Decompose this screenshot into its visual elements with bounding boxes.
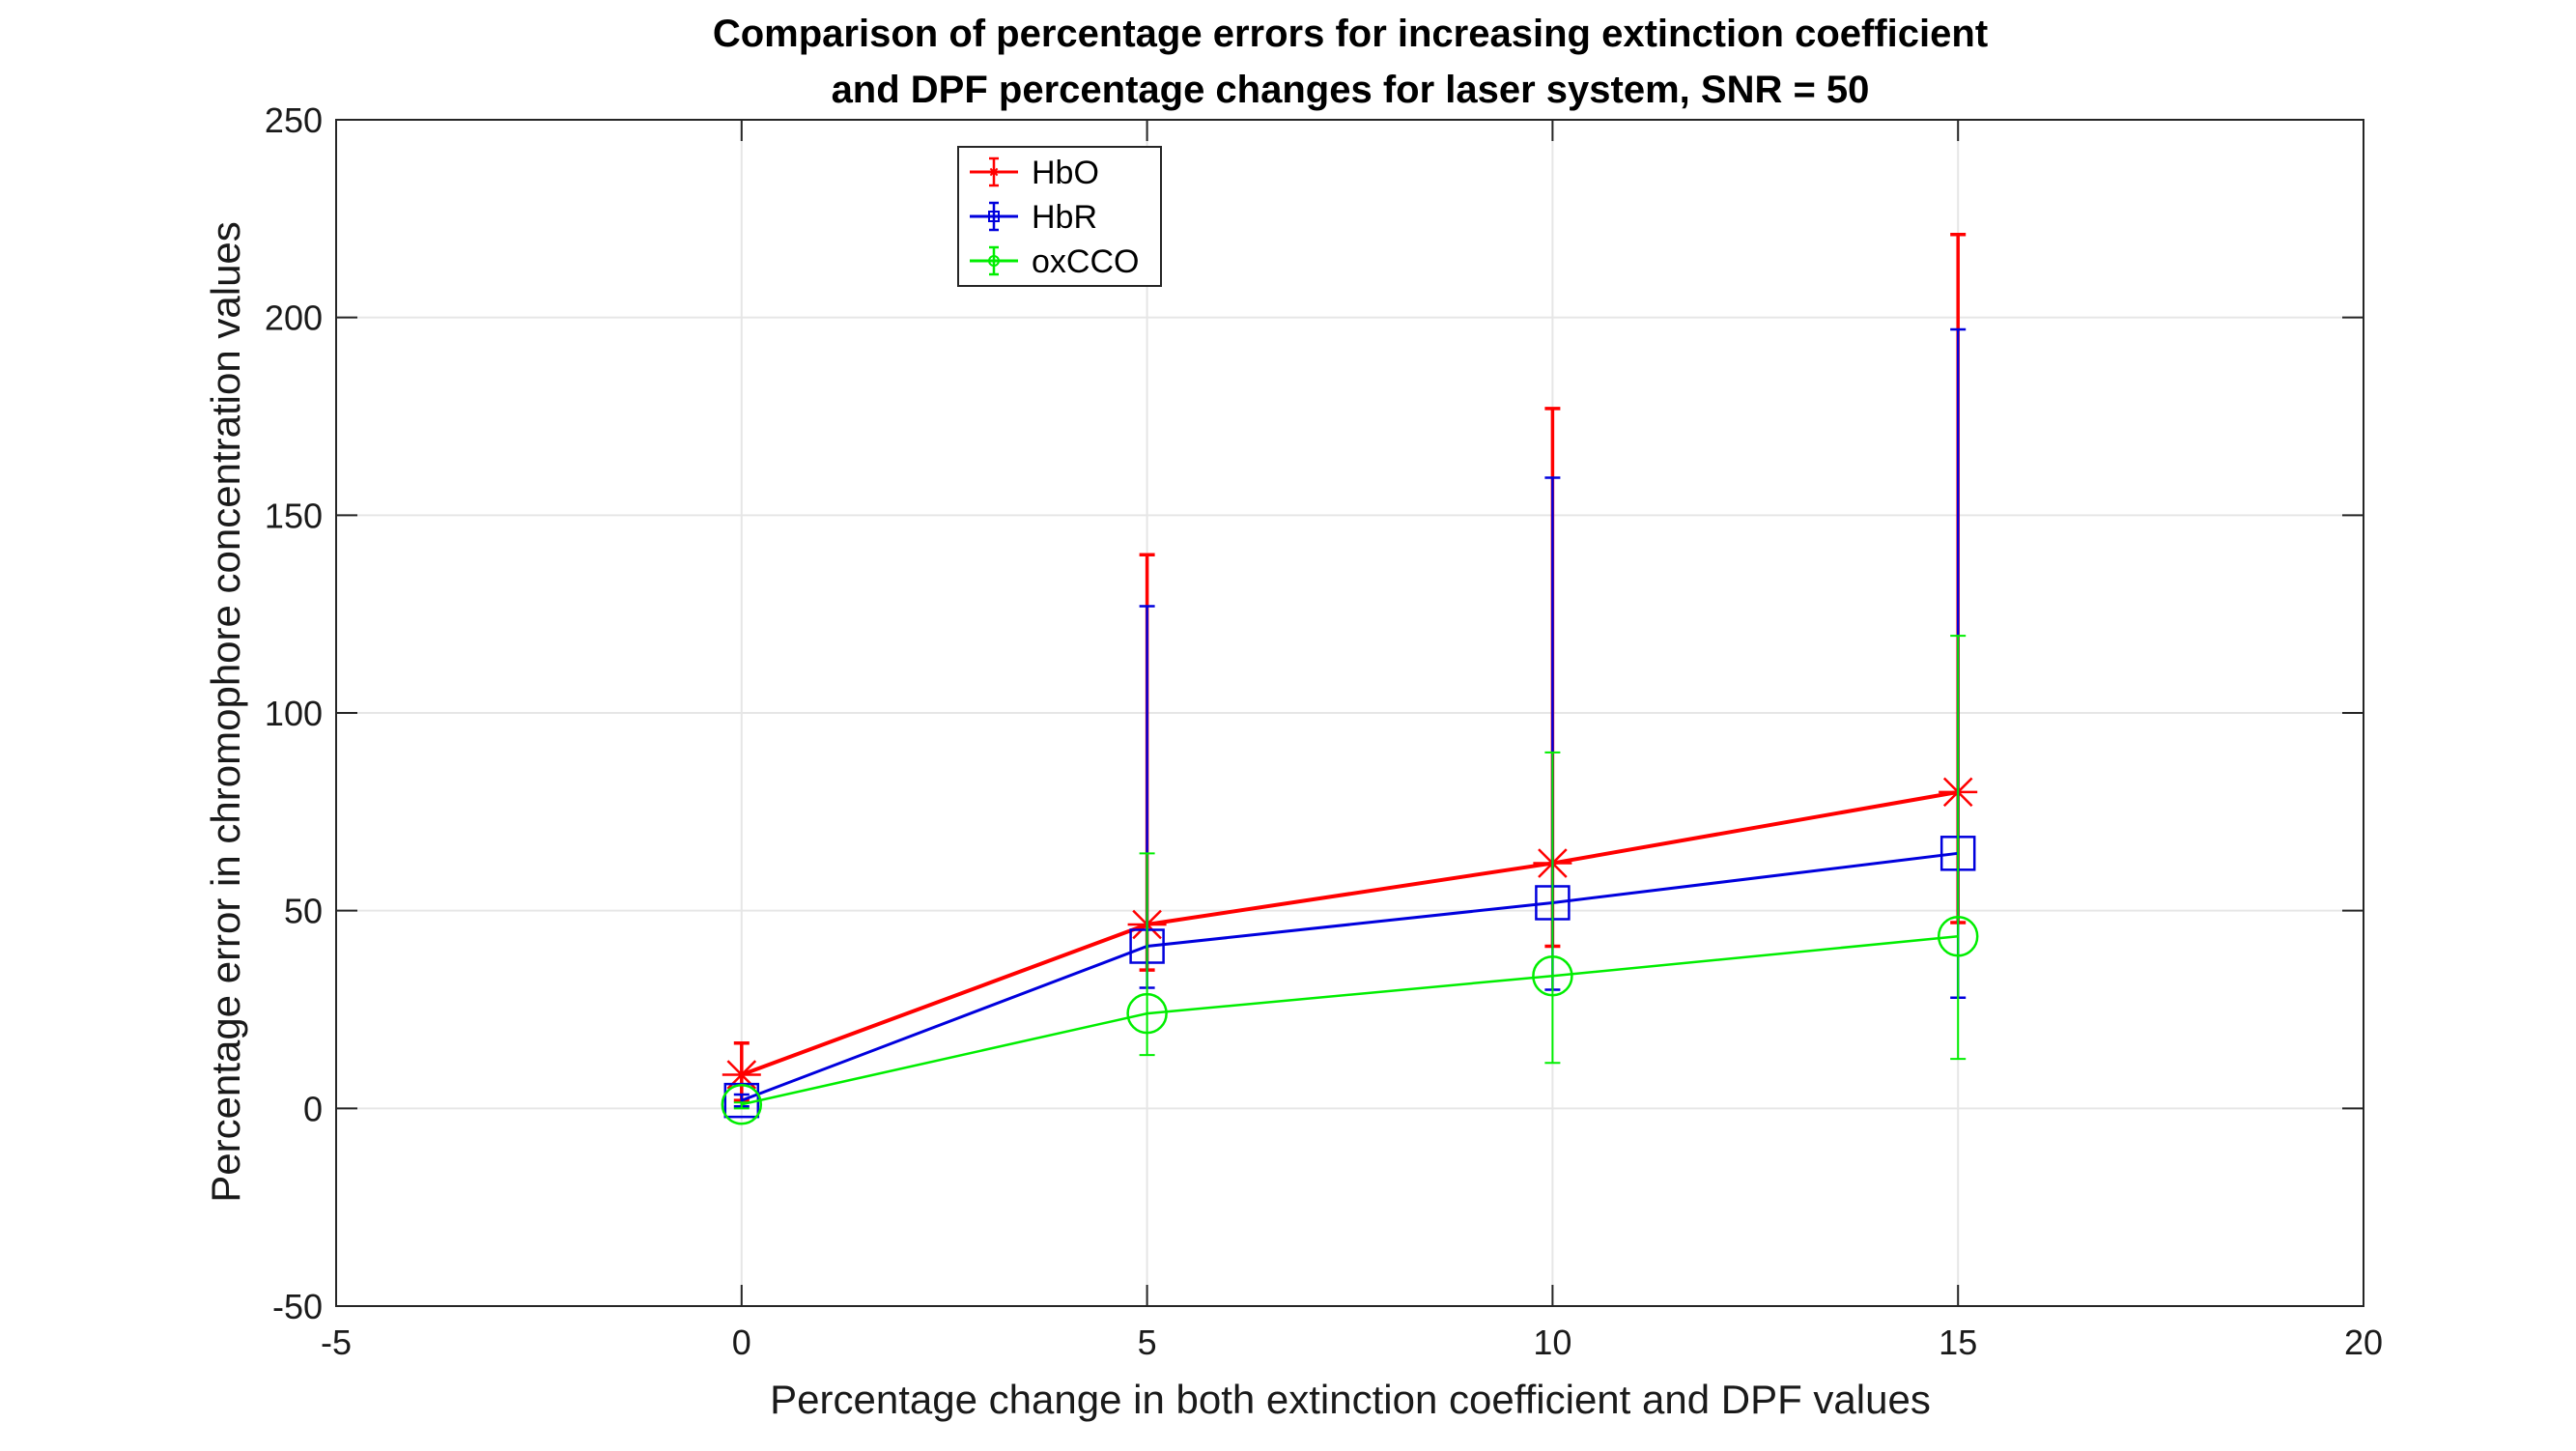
data-point [1126,992,1168,1035]
y-axis-label: Percentage error in chromophore concentr… [203,221,248,1203]
chart-title-line-2: and DPF percentage changes for laser sys… [832,69,1870,111]
grid [336,120,2364,1306]
y-tick-label: 150 [265,496,323,535]
legend-item-hbr: HbR [970,199,1097,236]
series-hbo [722,232,1978,1102]
x-tick-label: 15 [1939,1323,1977,1362]
y-tick-label: 100 [265,694,323,733]
x-tick-label: 20 [2344,1323,2383,1362]
legend-label: HbO [1032,155,1099,191]
legend-item-oxcco: oxCCO [970,243,1139,280]
chart-title-line-1: Comparison of percentage errors for incr… [713,13,1988,55]
y-tick-label: 200 [265,299,323,338]
y-tick-labels: -50 0 50 100 150 200 250 [265,100,323,1326]
x-tick-label: -5 [321,1323,352,1362]
series-layer [721,232,1979,1125]
data-point [1532,954,1573,997]
x-axis-label: Percentage change in both extinction coe… [770,1377,1931,1422]
data-point [721,1083,763,1125]
legend-label: oxCCO [1032,243,1139,280]
y-tick-label: 0 [303,1089,323,1128]
series-oxcco [721,635,1979,1125]
marker-circle [1532,954,1573,997]
marker-circle [988,255,1000,267]
x-tick-label: 5 [1138,1323,1157,1362]
legend-label: HbR [1032,199,1097,236]
x-tick-label: 10 [1533,1323,1571,1362]
x-tick-labels: -5 0 5 10 15 20 [321,1323,2383,1362]
marker-square [988,211,1000,222]
y-tick-label: 250 [265,100,323,140]
series-line [741,935,1959,1106]
tick-marks [335,119,2364,1307]
y-tick-label: -50 [272,1287,323,1326]
legend: HbO HbR oxCCO [957,146,1162,287]
y-tick-label: 50 [284,892,323,931]
series-line [741,851,1959,1102]
marker-circle [1126,992,1168,1035]
marker-circle [721,1083,763,1125]
series-line [741,789,1959,1077]
legend-item-hbo: HbO [970,155,1099,191]
marker-circle [1937,916,1979,957]
x-tick-label: 0 [732,1323,751,1362]
data-point [1937,916,1979,957]
series-hbr [723,327,1976,1119]
